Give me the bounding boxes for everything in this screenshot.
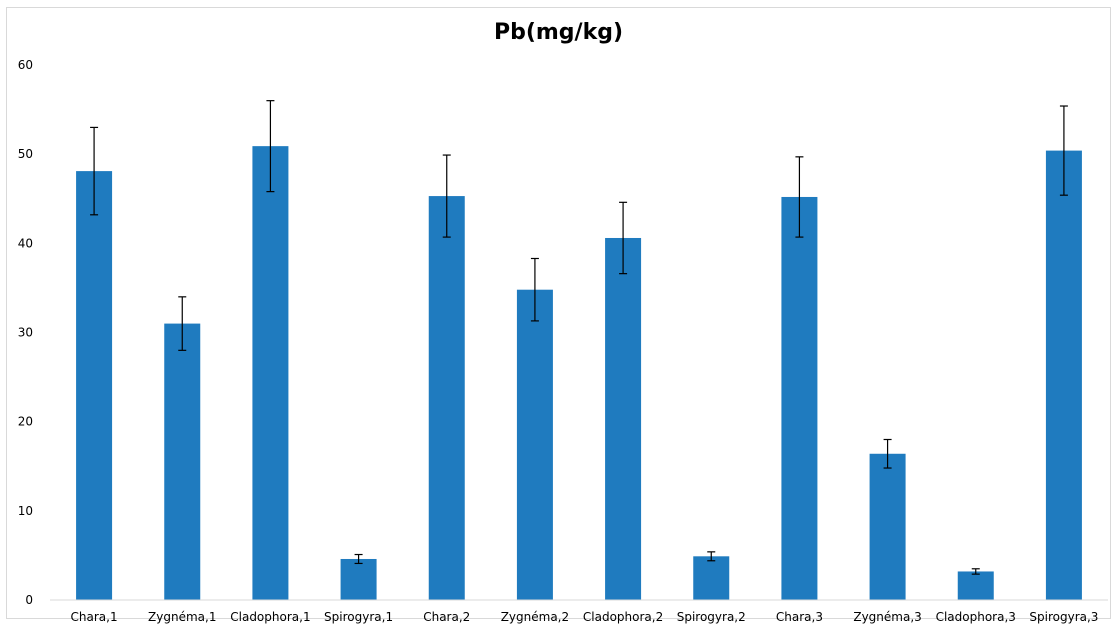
bar (341, 559, 377, 600)
y-tick-label: 0 (25, 593, 33, 607)
bar (693, 556, 729, 600)
bar (517, 290, 553, 600)
x-tick-label: Spirogyra,3 (1029, 610, 1098, 624)
x-axis-labels: Chara,1 Zygnéma,1 Cladophora,1 Spirogyra,1 C… (71, 610, 1099, 624)
bar (781, 197, 817, 600)
x-tick-label: Cladophora,2 (583, 610, 663, 624)
bar (958, 571, 994, 600)
error-bars (90, 101, 1068, 574)
y-tick-label: 40 (18, 236, 33, 250)
x-tick-label: Cladophora,1 (230, 610, 310, 624)
x-tick-label: Spirogyra,1 (324, 610, 393, 624)
x-tick-label: Chara,2 (423, 610, 470, 624)
bar (164, 324, 200, 600)
x-tick-label: Zygnéma,3 (853, 610, 921, 624)
bar (252, 146, 288, 600)
bar (1046, 151, 1082, 600)
y-tick-label: 20 (18, 415, 33, 429)
x-tick-label: Chara,1 (71, 610, 118, 624)
bar (870, 454, 906, 600)
bar (76, 171, 112, 600)
y-tick-label: 10 (18, 504, 33, 518)
x-tick-label: Cladophora,3 (936, 610, 1016, 624)
bar (429, 196, 465, 600)
bars (76, 146, 1082, 600)
y-tick-label: 30 (18, 326, 33, 340)
x-tick-label: Spirogyra,2 (677, 610, 746, 624)
y-tick-label: 60 (18, 58, 33, 72)
y-axis-ticks: 0 10 20 30 40 50 60 (18, 58, 33, 607)
x-tick-label: Zygnéma,2 (501, 610, 569, 624)
bar (605, 238, 641, 600)
x-tick-label: Zygnéma,1 (148, 610, 216, 624)
x-tick-label: Chara,3 (776, 610, 823, 624)
y-tick-label: 50 (18, 147, 33, 161)
